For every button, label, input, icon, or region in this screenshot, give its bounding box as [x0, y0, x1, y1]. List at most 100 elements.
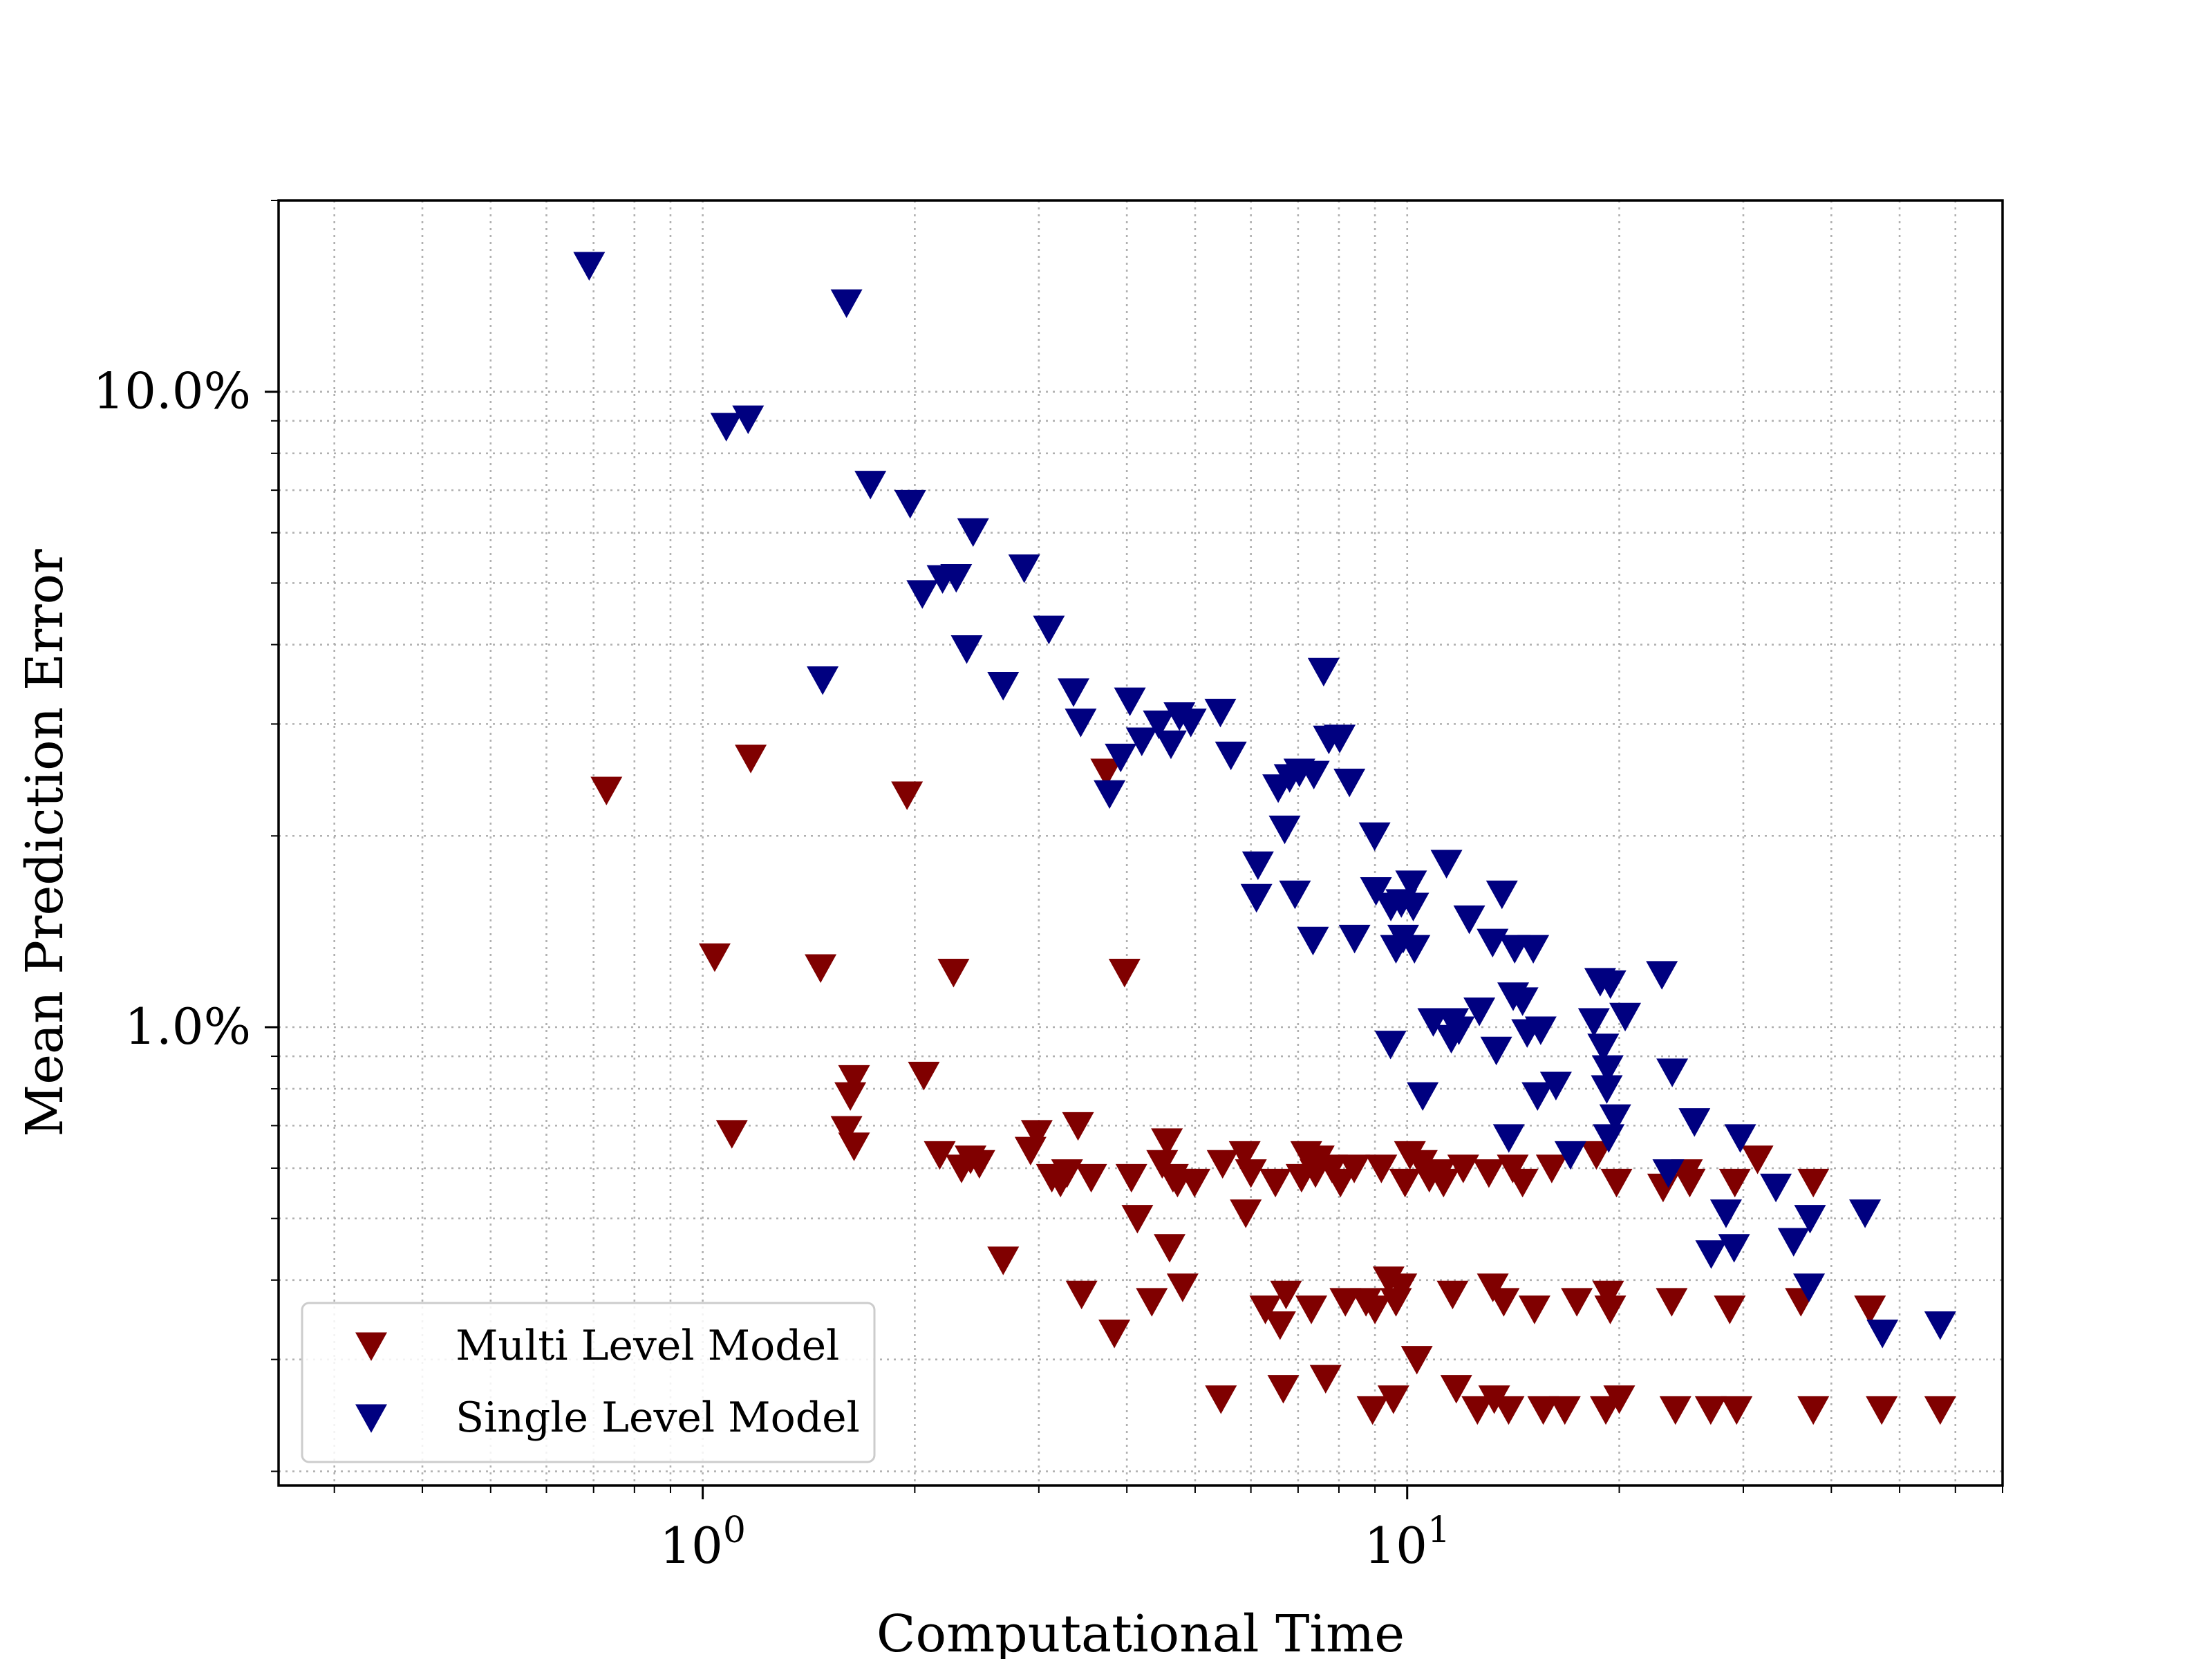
data-point: [906, 580, 939, 609]
data-point: [1849, 1199, 1882, 1228]
data-point: [1577, 1008, 1610, 1037]
data-point: [1385, 1273, 1418, 1302]
data-point: [1718, 1168, 1751, 1198]
data-point: [1338, 924, 1371, 954]
data-point: [1721, 1396, 1753, 1425]
x-tick-label: 100: [659, 1510, 746, 1575]
data-point: [1398, 935, 1431, 964]
data-point: [1594, 1295, 1627, 1324]
data-point: [1599, 1104, 1631, 1133]
data-point: [1714, 1295, 1746, 1324]
data-point: [838, 1065, 870, 1094]
data-point: [735, 744, 767, 774]
data-point: [1492, 1124, 1525, 1153]
data-point: [1591, 1075, 1623, 1104]
data-point: [1924, 1396, 1956, 1425]
data-point: [1166, 1273, 1199, 1302]
data-point: [732, 405, 765, 434]
data-point: [1535, 1154, 1568, 1183]
data-point: [957, 518, 989, 547]
data-point: [1295, 1295, 1328, 1324]
data-point: [1400, 1346, 1433, 1375]
data-point: [1057, 678, 1089, 707]
data-point: [1760, 1173, 1792, 1203]
data-points: [573, 252, 1956, 1425]
data-point: [1297, 760, 1330, 790]
data-point: [1143, 710, 1175, 740]
data-point: [1866, 1320, 1899, 1349]
data-point: [1517, 935, 1550, 964]
data-point: [1302, 1145, 1335, 1174]
data-point: [1587, 1033, 1620, 1062]
data-point: [1279, 880, 1311, 910]
data-point: [1407, 1082, 1439, 1112]
data-point: [1724, 1124, 1756, 1153]
data-point: [1506, 1168, 1539, 1198]
data-point: [937, 959, 970, 988]
data-point: [1297, 926, 1329, 956]
data-point: [1358, 822, 1391, 852]
data-point: [1527, 1396, 1559, 1425]
data-point: [1480, 1036, 1512, 1066]
data-point: [1154, 1234, 1186, 1263]
data-point: [1652, 1159, 1685, 1188]
data-point: [1554, 1141, 1586, 1170]
axis-ticks: [265, 200, 2003, 1499]
data-point: [1359, 1295, 1391, 1324]
data-point: [1329, 1288, 1362, 1317]
data-point: [1151, 1128, 1183, 1157]
tick-labels: 100 101 1.0% 10.0%: [93, 362, 1450, 1575]
data-point: [1709, 1199, 1742, 1228]
data-point: [1094, 780, 1126, 809]
data-point: [1051, 1159, 1083, 1188]
data-point: [1115, 1163, 1147, 1193]
data-point: [1309, 1365, 1342, 1394]
data-point: [1268, 815, 1301, 845]
data-point: [1488, 1288, 1520, 1317]
data-point: [1235, 1159, 1267, 1188]
data-point: [1659, 1396, 1691, 1425]
data-point: [1477, 1273, 1509, 1302]
data-point: [1205, 1385, 1237, 1414]
data-point: [1230, 1199, 1262, 1228]
data-point: [950, 635, 983, 664]
data-point: [1447, 1154, 1479, 1183]
data-point: [1678, 1108, 1711, 1137]
legend-marker: [355, 1332, 387, 1361]
data-point: [1395, 870, 1427, 899]
data-point: [1397, 892, 1430, 921]
data-point: [710, 413, 742, 442]
data-point: [1065, 1280, 1098, 1310]
data-point: [1580, 1141, 1613, 1170]
data-point: [1741, 1145, 1774, 1174]
data-point: [1008, 554, 1040, 583]
data-point: [1518, 1295, 1550, 1324]
data-point: [830, 289, 863, 318]
data-point: [1333, 768, 1366, 798]
data-point: [891, 781, 924, 810]
data-point: [1360, 877, 1392, 906]
data-point: [1075, 1163, 1107, 1193]
data-point: [987, 672, 1020, 701]
data-point: [1241, 851, 1274, 881]
legend-label: Single Level Model: [456, 1394, 860, 1442]
data-point: [1108, 959, 1141, 988]
data-point: [1548, 1396, 1581, 1425]
y-tick-label: 10.0%: [93, 362, 251, 420]
data-point: [1674, 1168, 1706, 1198]
series-multi-level-model: [590, 744, 1956, 1425]
data-point: [830, 1116, 863, 1145]
data-point: [1020, 1120, 1053, 1149]
data-point: [987, 1246, 1020, 1275]
data-point: [1249, 1295, 1282, 1324]
y-axis-label: Mean Prediction Error: [15, 549, 75, 1137]
data-point: [1062, 1112, 1094, 1141]
series-single-level-model: [573, 252, 1956, 1349]
data-point: [1656, 1288, 1688, 1317]
data-point: [1600, 1168, 1633, 1198]
data-point: [1609, 1002, 1642, 1032]
data-point: [1521, 1082, 1554, 1112]
data-point: [1324, 724, 1356, 753]
data-point: [1472, 1159, 1505, 1188]
data-point: [1485, 880, 1518, 910]
